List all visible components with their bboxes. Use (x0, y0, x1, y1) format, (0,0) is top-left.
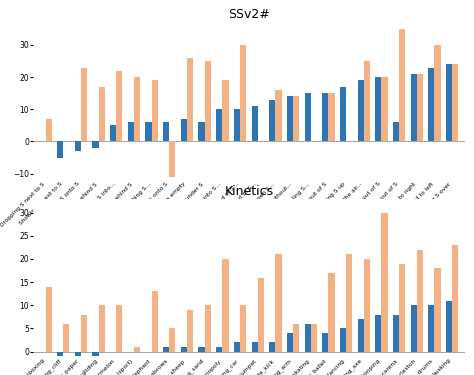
Bar (428, 305, 435, 352)
Bar (452, 64, 458, 141)
Bar (146, 122, 152, 141)
Bar (63, 324, 69, 352)
Bar (75, 141, 81, 151)
Bar (357, 319, 364, 352)
Bar (287, 333, 293, 352)
Bar (169, 141, 175, 177)
Bar (181, 119, 187, 141)
Bar (311, 324, 317, 352)
Bar (304, 93, 311, 141)
Bar (287, 96, 293, 141)
Bar (163, 347, 169, 352)
Bar (75, 352, 81, 356)
Bar (428, 68, 435, 141)
Bar (240, 305, 246, 352)
Bar (92, 352, 99, 356)
Bar (328, 273, 335, 352)
Bar (57, 141, 63, 158)
Bar (216, 109, 222, 141)
Bar (152, 80, 158, 141)
Bar (446, 64, 452, 141)
Bar (452, 245, 458, 352)
Bar (116, 305, 122, 352)
Bar (128, 122, 134, 141)
Bar (417, 250, 423, 352)
Bar (446, 301, 452, 352)
Bar (152, 291, 158, 352)
Bar (364, 61, 370, 141)
Bar (187, 310, 193, 352)
Bar (322, 333, 328, 352)
Bar (275, 90, 282, 141)
Bar (375, 315, 382, 352)
Bar (382, 77, 388, 141)
Bar (46, 119, 52, 141)
Title: SSv2#: SSv2# (228, 8, 270, 21)
Bar (435, 268, 441, 352)
Bar (169, 328, 175, 352)
Bar (399, 264, 405, 352)
Bar (222, 259, 228, 352)
Bar (99, 87, 105, 141)
Bar (199, 122, 205, 141)
Bar (293, 96, 299, 141)
Bar (357, 80, 364, 141)
Bar (163, 122, 169, 141)
Bar (216, 347, 222, 352)
Bar (240, 45, 246, 141)
Bar (322, 93, 328, 141)
Bar (258, 278, 264, 352)
Bar (393, 122, 399, 141)
Bar (304, 324, 311, 352)
Bar (393, 315, 399, 352)
Bar (134, 347, 140, 352)
Bar (346, 254, 352, 352)
Title: Kinetics: Kinetics (224, 184, 273, 198)
Bar (134, 77, 140, 141)
Bar (364, 259, 370, 352)
Bar (275, 254, 282, 352)
Bar (269, 100, 275, 141)
Bar (205, 305, 211, 352)
Bar (340, 328, 346, 352)
Bar (340, 87, 346, 141)
Bar (234, 109, 240, 141)
Bar (252, 106, 258, 141)
Bar (110, 125, 116, 141)
Bar (382, 213, 388, 352)
Bar (181, 347, 187, 352)
Bar (187, 58, 193, 141)
Bar (410, 74, 417, 141)
Bar (375, 77, 382, 141)
Bar (81, 68, 87, 141)
Bar (399, 29, 405, 141)
Bar (328, 93, 335, 141)
Bar (410, 305, 417, 352)
Bar (293, 324, 299, 352)
Bar (417, 74, 423, 141)
Bar (252, 342, 258, 352)
Bar (222, 80, 228, 141)
Bar (269, 342, 275, 352)
Bar (46, 287, 52, 352)
Bar (116, 71, 122, 141)
Bar (92, 141, 99, 148)
Bar (57, 352, 63, 356)
Bar (234, 342, 240, 352)
Bar (81, 315, 87, 352)
Bar (99, 305, 105, 352)
Bar (199, 347, 205, 352)
Bar (205, 61, 211, 141)
Bar (435, 45, 441, 141)
